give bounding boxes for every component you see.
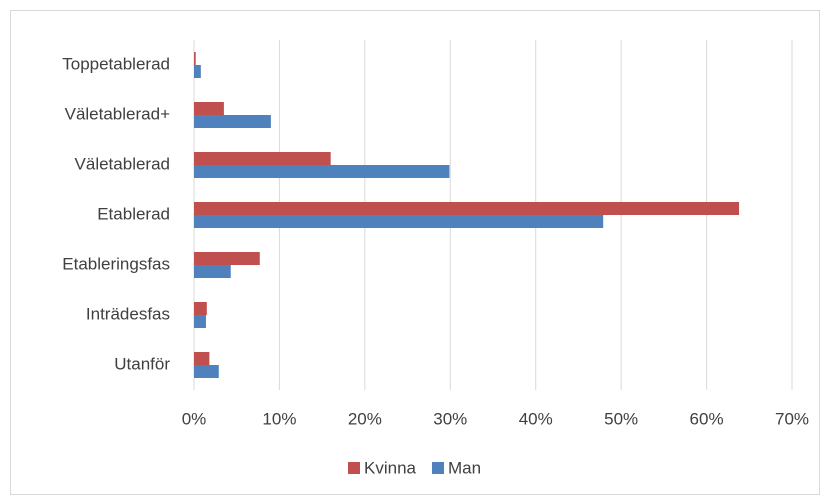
legend-label: Kvinna [364,458,417,477]
bar [194,365,219,378]
bar [194,352,210,365]
bar [194,115,271,128]
x-tick-label: 70% [775,409,809,428]
bar [194,152,331,165]
chart-frame [10,10,820,495]
y-tick-label: Toppetablerad [62,54,170,73]
x-tick-label: 50% [604,409,638,428]
y-tick-label: Inträdesfas [86,304,170,323]
x-tick-label: 20% [348,409,382,428]
bar [194,265,231,278]
bar [194,52,196,65]
y-tick-label: Utanför [114,354,170,373]
bar [194,315,206,328]
bar [194,102,224,115]
x-tick-label: 10% [262,409,296,428]
y-tick-label: Etableringsfas [62,254,170,273]
bar [194,65,201,78]
x-tick-label: 0% [182,409,207,428]
bar [194,252,260,265]
x-tick-label: 40% [519,409,553,428]
bar [194,202,740,215]
bar [194,165,450,178]
y-tick-label: Väletablerad [75,154,170,173]
x-tick-label: 60% [690,409,724,428]
y-tick-label: Etablerad [97,204,170,223]
legend-swatch [431,462,444,474]
bar [194,215,604,228]
legend-swatch [348,462,360,474]
x-tick-label: 30% [433,409,467,428]
bar [194,302,207,315]
legend-label: Man [448,458,481,477]
y-tick-label: Väletablerad+ [65,104,170,123]
